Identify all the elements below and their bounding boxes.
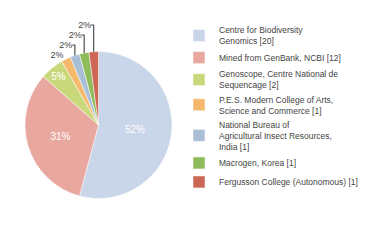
svg-text:2%: 2% <box>50 50 63 60</box>
svg-text:2%: 2% <box>69 30 82 40</box>
svg-text:P.E.S. Modern College of Arts,: P.E.S. Modern College of Arts,Science an… <box>219 95 333 116</box>
svg-text:2%: 2% <box>59 40 72 50</box>
svg-text:National Bureau ofAgricultural: National Bureau ofAgricultural Insect Re… <box>219 120 332 152</box>
svg-text:Mined from GenBank, NCBI [12]: Mined from GenBank, NCBI [12] <box>219 53 341 63</box>
svg-text:Genoscope, Centre National deS: Genoscope, Centre National deSequencage … <box>219 69 338 90</box>
svg-text:Macrogen, Korea [1]: Macrogen, Korea [1] <box>219 158 296 168</box>
svg-text:31%: 31% <box>50 131 70 142</box>
svg-text:Fergusson College (Autonomous): Fergusson College (Autonomous) [1] <box>219 177 358 187</box>
svg-text:2%: 2% <box>78 20 91 30</box>
svg-text:52%: 52% <box>125 124 145 135</box>
svg-text:Centre for BiodiversityGenomic: Centre for BiodiversityGenomics [20] <box>219 25 303 46</box>
svg-text:5%: 5% <box>51 71 66 82</box>
